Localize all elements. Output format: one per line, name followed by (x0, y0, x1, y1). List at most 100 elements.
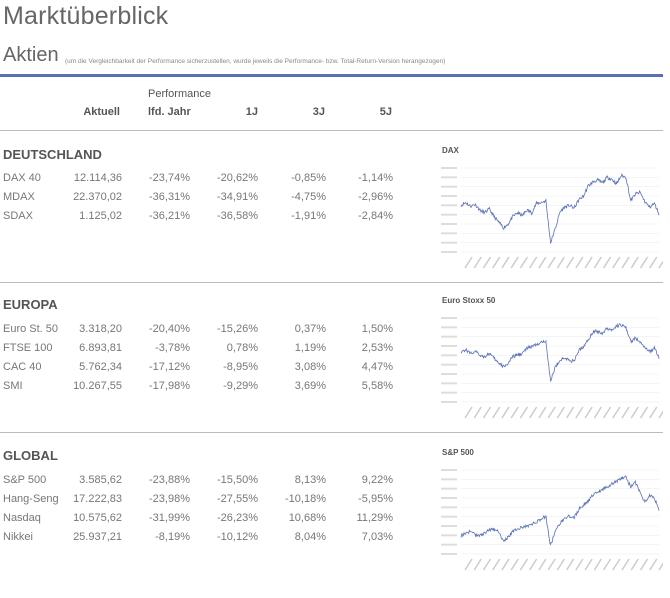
x-tick-mark (612, 406, 621, 419)
x-tick-mark (639, 406, 649, 419)
x-tick-mark (547, 558, 556, 571)
x-tick-mark (510, 406, 519, 419)
cell-name: FTSE 100 (3, 342, 53, 354)
cell-lfd: -17,12% (149, 361, 190, 373)
x-tick-mark (612, 256, 621, 269)
cell-j1: -15,50% (217, 474, 258, 486)
x-tick-mark (538, 406, 547, 419)
x-tick-mark (658, 260, 663, 269)
cell-j5: 4,47% (361, 361, 393, 373)
y-tick-mark (441, 317, 457, 319)
y-tick-mark (441, 251, 457, 253)
cell-aktuell: 25.937,21 (73, 531, 122, 543)
x-tick-mark (473, 256, 482, 269)
x-tick-mark (473, 558, 482, 571)
x-tick-mark (639, 558, 649, 571)
x-tick-mark (482, 256, 492, 269)
cell-name: Euro St. 50 (3, 323, 59, 335)
y-tick-mark (441, 401, 457, 403)
x-tick-mark (464, 406, 473, 419)
x-tick-mark (538, 558, 547, 571)
x-tick-mark (482, 406, 492, 419)
x-tick-mark (593, 558, 602, 571)
y-tick-mark (441, 391, 457, 394)
y-tick-mark (441, 497, 457, 499)
cell-j3: 1,19% (294, 342, 326, 354)
x-tick-mark (593, 256, 602, 269)
y-tick-mark (441, 373, 457, 375)
cell-lfd: -31,99% (149, 512, 190, 524)
x-tick-mark (492, 256, 501, 269)
x-tick-mark (602, 558, 612, 571)
y-tick-mark (441, 176, 457, 179)
cell-aktuell: 6.893,81 (79, 342, 122, 354)
series-line (460, 172, 660, 245)
cell-lfd: -36,21% (149, 210, 190, 222)
cell-lfd: -23,88% (149, 474, 190, 486)
table-row: Nikkei 25.937,21 -8,19% -10,12% 8,04% 7,03% (0, 531, 400, 547)
line-chart (441, 317, 663, 419)
cell-lfd: -36,31% (149, 191, 190, 203)
x-tick-mark (510, 558, 519, 571)
cell-j5: -2,96% (358, 191, 393, 203)
group-title: EUROPA (3, 297, 58, 312)
cell-j5: 9,22% (361, 474, 393, 486)
x-tick-mark (621, 558, 630, 571)
divider (0, 130, 663, 131)
y-tick-mark (441, 382, 457, 385)
y-tick-mark (441, 223, 457, 225)
cell-name: Nikkei (3, 531, 33, 543)
x-tick-mark (510, 256, 519, 269)
table-row: S&P 500 3.585,62 -23,88% -15,50% 8,13% 9,22% (0, 474, 400, 490)
y-tick-mark (441, 363, 457, 366)
cell-j1: -26,23% (217, 512, 258, 524)
chart-0: DAX (437, 146, 663, 281)
y-tick-mark (441, 213, 457, 216)
header-3j: 3J (312, 106, 325, 118)
table-row: DAX 40 12.114,36 -23,74% -20,62% -0,85% -1,14… (0, 172, 400, 188)
x-tick-mark (519, 256, 529, 269)
cell-name: CAC 40 (3, 361, 42, 373)
chart-2: S&P 500 (437, 448, 663, 583)
x-tick-mark (492, 558, 501, 571)
cell-j5: -1,14% (358, 172, 393, 184)
cell-j5: -2,84% (358, 210, 393, 222)
x-tick-mark (602, 406, 612, 419)
x-tick-mark (565, 558, 575, 571)
x-tick-mark (602, 256, 612, 269)
x-tick-mark (464, 256, 473, 269)
cell-j1: -15,26% (217, 323, 258, 335)
cell-lfd: -3,78% (155, 342, 190, 354)
cell-j1: -34,91% (217, 191, 258, 203)
series-line (460, 475, 660, 546)
y-tick-mark (441, 534, 457, 537)
y-tick-mark (441, 345, 457, 347)
x-tick-mark (482, 558, 492, 571)
x-tick-mark (519, 406, 529, 419)
cell-aktuell: 10.575,62 (73, 512, 122, 524)
chart-title: DAX (442, 146, 459, 155)
x-tick-mark (621, 256, 630, 269)
x-tick-mark (584, 406, 593, 419)
cell-j3: 10,68% (288, 512, 326, 524)
divider (0, 432, 663, 433)
header-performance: Performance (148, 88, 211, 100)
table-row: Euro St. 50 3.318,20 -20,40% -15,26% 0,37% 1,… (0, 323, 400, 339)
x-tick-mark (649, 256, 658, 269)
x-tick-mark (612, 558, 621, 571)
x-tick-mark (575, 558, 584, 571)
table-row: SMI 10.267,55 -17,98% -9,29% 3,69% 5,58% (0, 380, 400, 396)
cell-aktuell: 3.318,20 (79, 323, 122, 335)
y-tick-mark (441, 487, 457, 490)
cell-j5: 11,29% (356, 512, 394, 524)
cell-j3: -0,85% (291, 172, 326, 184)
x-tick-mark (547, 256, 556, 269)
cell-aktuell: 10.267,55 (73, 380, 122, 392)
table-row: Hang-Seng 17.222,83 -23,98% -27,55% -10,18% -… (0, 493, 400, 509)
x-tick-mark (565, 406, 575, 419)
x-tick-mark (565, 256, 575, 269)
y-tick-mark (441, 241, 457, 244)
y-tick-mark (441, 167, 457, 169)
cell-name: Nasdaq (3, 512, 41, 524)
table-row: Nasdaq 10.575,62 -31,99% -26,23% 10,68% 11,29… (0, 512, 400, 528)
